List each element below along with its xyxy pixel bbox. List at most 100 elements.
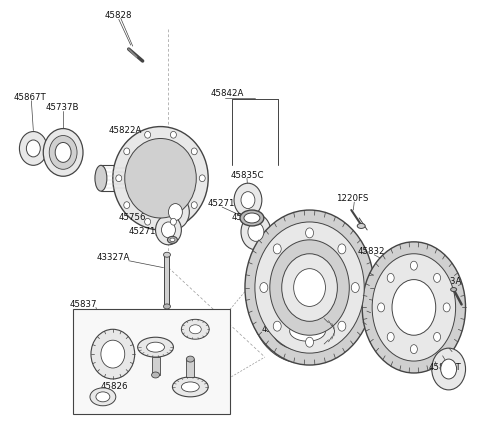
Ellipse shape	[306, 337, 313, 347]
Ellipse shape	[90, 388, 116, 406]
Ellipse shape	[338, 244, 346, 254]
Ellipse shape	[91, 329, 135, 379]
Ellipse shape	[387, 273, 394, 282]
Ellipse shape	[282, 254, 337, 321]
Text: 1220FS: 1220FS	[336, 194, 369, 203]
Ellipse shape	[181, 382, 199, 392]
Ellipse shape	[255, 222, 364, 353]
Ellipse shape	[234, 183, 262, 217]
Ellipse shape	[306, 228, 313, 238]
Text: 45822: 45822	[262, 310, 289, 319]
Ellipse shape	[441, 359, 456, 379]
Ellipse shape	[432, 348, 466, 390]
Ellipse shape	[351, 283, 359, 293]
Text: 45826: 45826	[101, 382, 128, 391]
Text: 45271: 45271	[207, 199, 235, 207]
Ellipse shape	[168, 236, 178, 243]
Text: 45813A: 45813A	[429, 277, 462, 286]
Ellipse shape	[152, 372, 159, 378]
Ellipse shape	[192, 148, 197, 155]
Ellipse shape	[181, 319, 209, 339]
Text: 45756: 45756	[232, 213, 260, 223]
Ellipse shape	[387, 333, 394, 341]
Ellipse shape	[282, 278, 322, 325]
Ellipse shape	[362, 242, 466, 373]
Ellipse shape	[125, 139, 196, 218]
Ellipse shape	[410, 345, 417, 354]
Ellipse shape	[451, 288, 456, 291]
Ellipse shape	[357, 223, 365, 229]
Text: 45271: 45271	[129, 227, 156, 236]
Ellipse shape	[124, 202, 130, 209]
Ellipse shape	[101, 340, 125, 368]
Ellipse shape	[192, 202, 197, 209]
Ellipse shape	[170, 131, 176, 138]
Text: 45822A: 45822A	[109, 126, 142, 135]
Text: 45867T: 45867T	[429, 362, 462, 372]
Text: 45828: 45828	[105, 11, 132, 20]
Ellipse shape	[372, 254, 456, 361]
Ellipse shape	[19, 132, 47, 165]
Ellipse shape	[443, 303, 450, 312]
Ellipse shape	[273, 244, 281, 254]
Ellipse shape	[248, 223, 264, 241]
Ellipse shape	[241, 214, 271, 250]
Ellipse shape	[338, 321, 346, 331]
Ellipse shape	[161, 195, 189, 229]
Ellipse shape	[170, 238, 175, 242]
Bar	[165, 255, 169, 307]
Ellipse shape	[168, 204, 182, 220]
Ellipse shape	[95, 165, 107, 191]
Text: 45737B: 45737B	[45, 103, 79, 112]
Ellipse shape	[189, 325, 201, 334]
Text: 45737B: 45737B	[262, 325, 295, 334]
Ellipse shape	[49, 136, 77, 169]
Ellipse shape	[146, 342, 165, 352]
Ellipse shape	[250, 240, 353, 363]
Ellipse shape	[244, 213, 260, 223]
Ellipse shape	[273, 321, 281, 331]
Ellipse shape	[26, 140, 40, 157]
Ellipse shape	[164, 252, 170, 257]
Ellipse shape	[270, 240, 349, 335]
Ellipse shape	[378, 303, 384, 312]
Ellipse shape	[43, 129, 83, 176]
Ellipse shape	[124, 148, 130, 155]
Text: 45832: 45832	[357, 247, 385, 256]
Ellipse shape	[433, 333, 441, 341]
Ellipse shape	[55, 142, 71, 162]
Bar	[73, 310, 230, 414]
Ellipse shape	[433, 273, 441, 282]
Ellipse shape	[410, 261, 417, 270]
Bar	[152, 357, 159, 375]
Text: 45756: 45756	[119, 213, 146, 223]
Ellipse shape	[96, 392, 110, 402]
Ellipse shape	[289, 321, 325, 341]
Ellipse shape	[116, 175, 122, 181]
Ellipse shape	[170, 218, 176, 225]
Ellipse shape	[260, 283, 268, 293]
Ellipse shape	[273, 311, 342, 351]
Ellipse shape	[138, 337, 173, 357]
Ellipse shape	[161, 222, 175, 238]
Ellipse shape	[113, 126, 208, 230]
Text: 45835C: 45835C	[163, 184, 196, 193]
Ellipse shape	[144, 131, 151, 138]
Ellipse shape	[144, 218, 151, 225]
Ellipse shape	[186, 356, 194, 362]
Ellipse shape	[164, 304, 170, 309]
Ellipse shape	[294, 268, 325, 307]
Ellipse shape	[240, 210, 264, 226]
Ellipse shape	[172, 377, 208, 397]
Text: 45837: 45837	[69, 300, 96, 309]
Ellipse shape	[245, 210, 374, 365]
Text: 45867T: 45867T	[13, 93, 46, 102]
Text: 43327A: 43327A	[97, 253, 130, 262]
Text: 45835C: 45835C	[230, 171, 264, 180]
Ellipse shape	[199, 175, 205, 181]
Text: 45842A: 45842A	[210, 89, 243, 98]
Bar	[186, 359, 194, 377]
Ellipse shape	[156, 215, 181, 245]
Ellipse shape	[392, 280, 436, 335]
Ellipse shape	[241, 192, 255, 209]
